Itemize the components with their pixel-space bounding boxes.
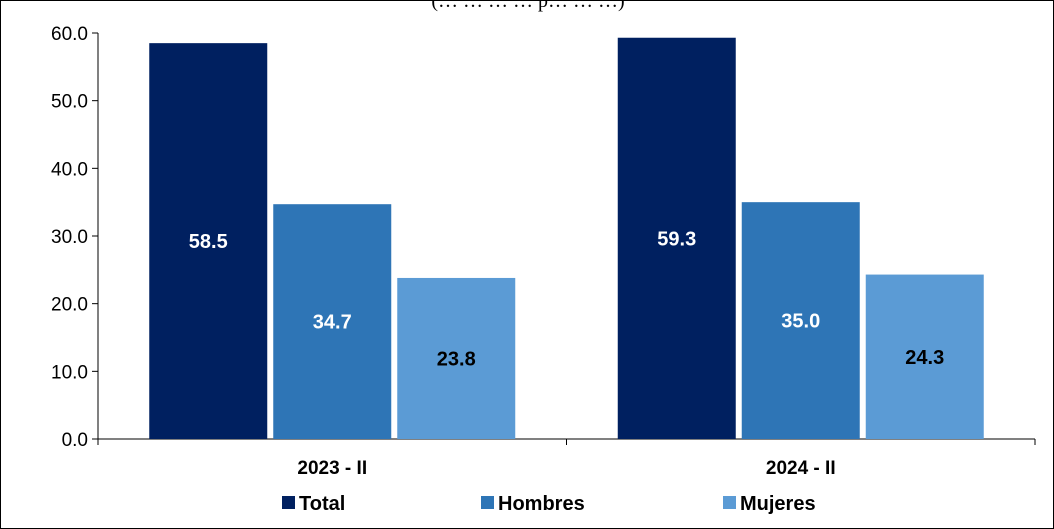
- y-tick-label: 50.0: [51, 92, 88, 113]
- y-tick-label: 10.0: [51, 362, 88, 383]
- x-category-label: 2024 - II: [766, 458, 836, 479]
- legend: Total Hombres Mujeres: [282, 493, 816, 515]
- data-label: 35.0: [781, 311, 820, 333]
- legend-label-mujeres: Mujeres: [740, 493, 816, 515]
- y-tick-label: 40.0: [51, 159, 88, 180]
- y-axis: 0.0 10.0 20.0 30.0 40.0 50.0 60.0: [51, 24, 99, 451]
- y-tick-label: 0.0: [62, 430, 88, 451]
- data-labels-group: 58.5 34.7 23.8 59.3 35.0 24.3: [189, 228, 944, 370]
- bar-total-1: [149, 43, 268, 440]
- bar-mujeres-1: [397, 277, 516, 439]
- legend-label-hombres: Hombres: [498, 493, 585, 515]
- legend-swatch-hombres: [481, 496, 494, 509]
- bar-mujeres-2: [865, 274, 984, 439]
- y-tick-label: 60.0: [51, 24, 88, 45]
- data-label: 58.5: [189, 231, 228, 253]
- bar-hombres-2: [741, 202, 860, 439]
- bar-total-2: [617, 37, 736, 440]
- legend-swatch-total: [282, 496, 295, 509]
- chart-subtitle: (… … … … p… … …): [431, 1, 624, 12]
- legend-label-total: Total: [299, 493, 345, 515]
- y-tick-label: 30.0: [51, 227, 88, 248]
- x-axis: 2023 - II 2024 - II: [97, 438, 1036, 479]
- data-label: 23.8: [437, 348, 476, 370]
- data-label: 24.3: [905, 347, 944, 369]
- data-label: 34.7: [313, 312, 352, 334]
- y-tick-label: 20.0: [51, 295, 88, 316]
- bars-group: [149, 37, 984, 440]
- bar-hombres-1: [273, 204, 392, 439]
- data-label: 59.3: [657, 228, 696, 250]
- legend-swatch-mujeres: [723, 496, 736, 509]
- x-category-label: 2023 - II: [297, 458, 367, 479]
